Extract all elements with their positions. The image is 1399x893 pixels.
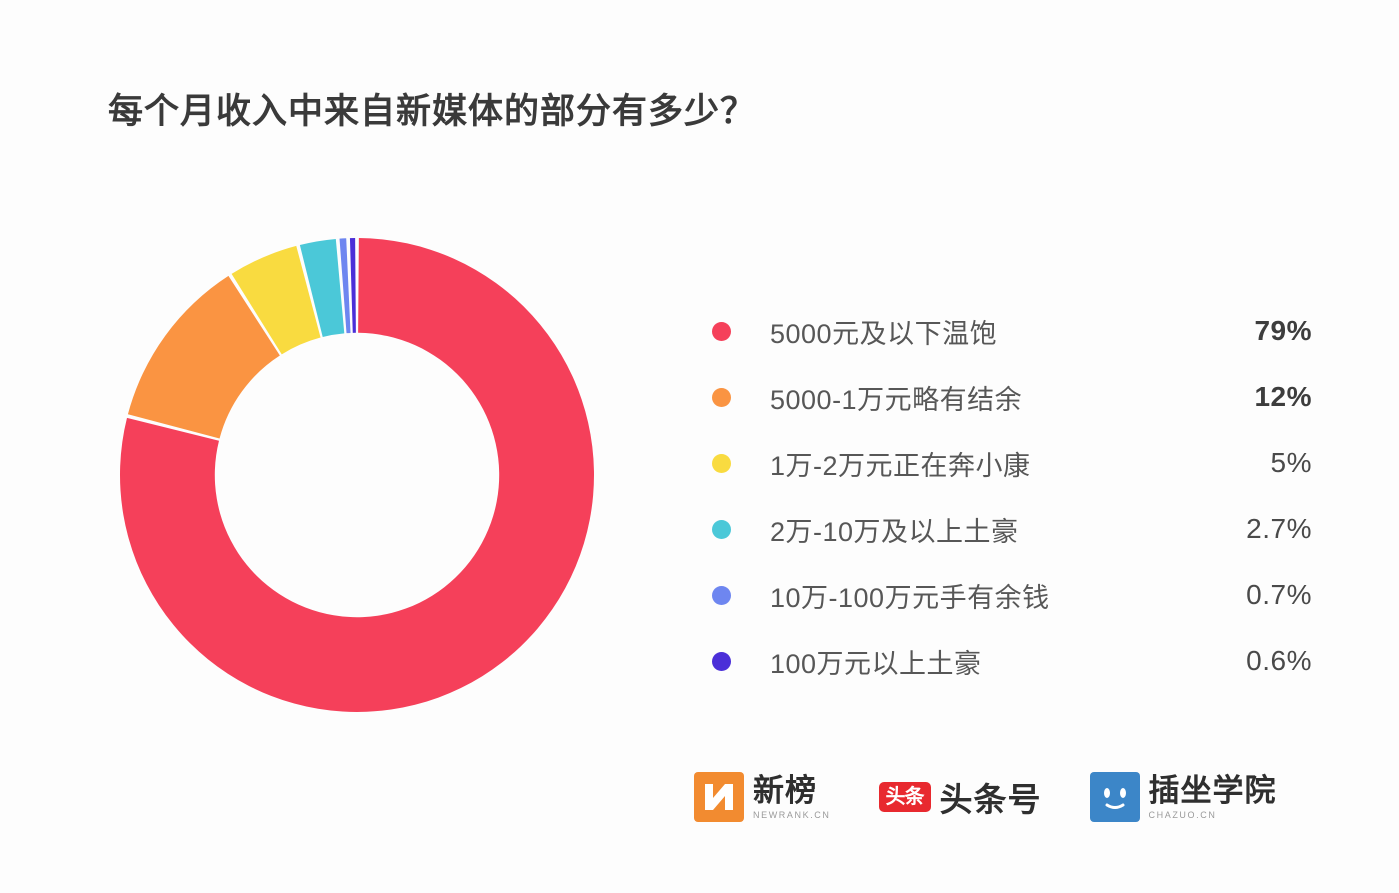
newrank-logo-name: 新榜 [753, 772, 817, 808]
legend-color-swatch-icon [712, 321, 731, 341]
chazuo-logo-mark-icon [1089, 772, 1140, 822]
legend-item[interactable]: 10万-100万元手有余钱 0.7% [712, 562, 1312, 628]
donut-slice[interactable] [339, 238, 351, 334]
chazuo-face-glyph-icon [1103, 788, 1126, 809]
chart-legend: 5000元及以下温饱 79% 5000-1万元略有结余 12% 1万-2万元正在… [712, 298, 1312, 694]
footer-logo-bar: 新榜 NEWRANK.CN 头条 头条号 插坐学院 CHAZUO.CN [694, 772, 1277, 822]
donut-chart [118, 236, 596, 714]
newrank-n-glyph-icon [705, 784, 733, 810]
toutiaohao-logo-name: 头条号 [939, 781, 1042, 818]
legend-item[interactable]: 2万-10万及以上土豪 2.7% [712, 496, 1312, 562]
chazuo-logo-text: 插坐学院 CHAZUO.CN [1149, 775, 1277, 820]
legend-item-label: 100万元以上土豪 [770, 648, 982, 679]
legend-item-label: 5000-1万元略有结余 [770, 384, 1023, 415]
legend-item-label: 1万-2万元正在奔小康 [770, 450, 1031, 481]
legend-item-value: 79% [1254, 315, 1312, 346]
donut-slice[interactable] [349, 238, 356, 333]
legend-item-value: 0.6% [1246, 645, 1312, 676]
legend-item-value: 5% [1270, 447, 1312, 478]
donut-chart-svg [119, 238, 594, 712]
chazuo-logo-sub: CHAZUO.CN [1148, 809, 1217, 820]
newrank-logo-mark-icon [694, 772, 744, 822]
legend-color-swatch-icon [712, 453, 731, 473]
legend-color-swatch-icon [712, 519, 731, 539]
legend-item[interactable]: 5000-1万元略有结余 12% [712, 364, 1312, 430]
page-title: 每个月收入中来自新媒体的部分有多少？ [108, 92, 757, 131]
newrank-logo-sub: NEWRANK.CN [753, 809, 831, 820]
donut-slice[interactable] [299, 238, 345, 337]
legend-item[interactable]: 100万元以上土豪 0.6% [712, 628, 1312, 694]
legend-item-label: 2万-10万及以上土豪 [770, 516, 1019, 547]
toutiaohao-logo: 头条 头条号 [878, 773, 1042, 821]
legend-color-swatch-icon [712, 387, 731, 407]
donut-slice-group [119, 238, 594, 712]
chazuo-logo-name: 插坐学院 [1148, 772, 1277, 808]
legend-color-swatch-icon [712, 651, 731, 671]
legend-item-value: 0.7% [1246, 579, 1312, 610]
legend-item[interactable]: 5000元及以下温饱 79% [712, 298, 1312, 364]
legend-item-value: 2.7% [1246, 513, 1312, 544]
legend-item-label: 10万-100万元手有余钱 [770, 582, 1050, 613]
legend-item-label: 5000元及以下温饱 [770, 318, 998, 349]
newrank-logo: 新榜 NEWRANK.CN [694, 772, 831, 822]
donut-slice[interactable] [127, 275, 280, 439]
toutiaohao-badge-text: 头条 [885, 786, 925, 808]
legend-item[interactable]: 1万-2万元正在奔小康 5% [712, 430, 1312, 496]
donut-slice[interactable] [231, 245, 321, 355]
legend-color-swatch-icon [712, 585, 731, 605]
chazuo-logo: 插坐学院 CHAZUO.CN [1089, 772, 1277, 822]
newrank-logo-text: 新榜 NEWRANK.CN [753, 775, 831, 820]
toutiaohao-logo-mark-icon: 头条 [878, 782, 931, 812]
legend-item-value: 12% [1254, 381, 1312, 412]
donut-slice[interactable] [119, 238, 594, 712]
